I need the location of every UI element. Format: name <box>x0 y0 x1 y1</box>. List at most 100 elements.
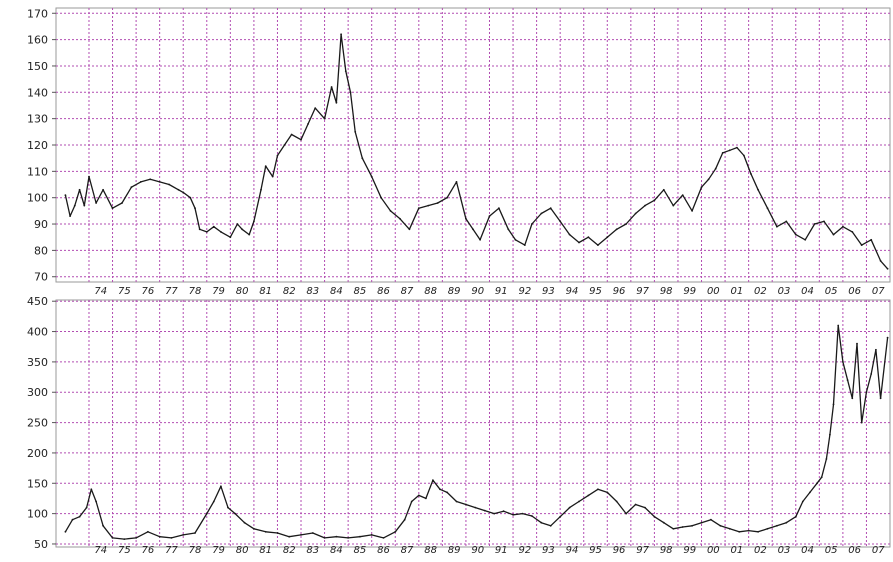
data-point <box>361 157 364 160</box>
x-tick-label: 00 <box>707 545 720 556</box>
data-point <box>135 537 138 539</box>
data-point <box>264 165 267 168</box>
data-point <box>846 379 849 381</box>
data-point <box>248 233 251 236</box>
data-point <box>514 238 517 241</box>
y-tick-label: 140 <box>27 86 48 99</box>
data-point <box>587 236 590 239</box>
series-line-1 <box>64 33 889 270</box>
data-point <box>194 532 196 534</box>
x-tick-label: 96 <box>613 545 626 556</box>
x-tick-label: 83 <box>306 545 319 556</box>
data-point <box>488 215 491 218</box>
data-point <box>804 238 807 241</box>
data-point <box>728 149 731 152</box>
x-tick-label: 00 <box>707 286 720 297</box>
data-point <box>147 530 149 533</box>
data-point <box>625 223 627 225</box>
data-point <box>288 535 291 538</box>
x-tick-label: 97 <box>636 545 649 556</box>
data-point <box>707 178 710 181</box>
data-point <box>307 123 309 125</box>
data-point <box>823 220 825 223</box>
data-point <box>220 231 222 233</box>
data-point <box>465 217 467 220</box>
data-point <box>234 512 237 515</box>
data-point <box>865 391 868 394</box>
data-point <box>64 194 67 197</box>
x-tick-label: 75 <box>118 545 131 556</box>
x-tick-label: 91 <box>495 545 508 556</box>
data-point <box>111 537 114 539</box>
data-point <box>347 537 349 539</box>
data-point <box>227 506 229 509</box>
data-point <box>64 530 67 533</box>
data-point <box>394 530 397 533</box>
x-tick-label: 89 <box>448 545 461 556</box>
data-point <box>825 458 828 460</box>
x-tick-label: 78 <box>189 286 202 297</box>
data-point <box>182 534 185 536</box>
data-point <box>498 207 500 210</box>
data-point <box>587 494 590 497</box>
data-point <box>820 476 823 479</box>
data-point <box>785 521 788 524</box>
data-point <box>512 513 514 516</box>
data-point <box>615 500 618 503</box>
data-point <box>95 202 97 204</box>
data-point <box>102 524 104 527</box>
x-tick-label: 93 <box>542 545 555 556</box>
data-point <box>837 324 840 327</box>
data-point <box>417 494 420 497</box>
data-point <box>139 181 142 183</box>
data-point <box>691 524 693 527</box>
data-point <box>417 207 420 210</box>
data-point <box>743 154 745 157</box>
data-point <box>330 86 333 88</box>
y-tick-label: 120 <box>27 139 48 152</box>
data-point <box>549 524 552 527</box>
data-point <box>323 537 326 539</box>
data-point <box>870 238 873 241</box>
data-point <box>829 433 831 436</box>
data-point <box>311 532 314 534</box>
data-point <box>479 238 481 241</box>
data-point <box>578 500 580 503</box>
data-point <box>290 133 293 136</box>
data-point <box>335 101 338 104</box>
x-tick-label: 80 <box>236 545 249 556</box>
data-point <box>653 199 656 202</box>
data-point <box>606 236 609 239</box>
x-tick-label: 03 <box>778 286 791 297</box>
series-line-1 <box>64 324 889 540</box>
x-tick-label: 79 <box>212 545 225 556</box>
x-tick-label: 78 <box>189 545 202 556</box>
x-tick-label: 77 <box>165 286 178 297</box>
data-point <box>276 532 279 534</box>
data-point <box>465 503 467 506</box>
data-point <box>446 491 448 494</box>
data-point <box>427 204 430 207</box>
data-point <box>271 175 274 178</box>
data-point <box>283 144 286 146</box>
data-point <box>736 146 738 149</box>
x-tick-label: 90 <box>471 286 484 297</box>
data-point <box>349 91 352 94</box>
x-tick-label: 81 <box>259 545 272 556</box>
data-point <box>766 207 769 210</box>
chart-panel-1: 70 80 90 100 110 120 130 140 150 160 170 74 75 76 77 78… <box>27 7 891 297</box>
data-point <box>540 212 543 215</box>
data-point <box>382 537 385 539</box>
data-point <box>606 491 609 494</box>
data-point <box>851 397 854 400</box>
data-point <box>700 521 703 524</box>
data-point <box>177 188 180 191</box>
data-point <box>559 220 562 223</box>
data-point <box>90 488 93 491</box>
data-point <box>300 138 302 141</box>
data-point <box>785 220 788 223</box>
data-point <box>436 202 439 204</box>
data-point <box>851 231 854 233</box>
x-tick-label: 94 <box>566 286 579 297</box>
